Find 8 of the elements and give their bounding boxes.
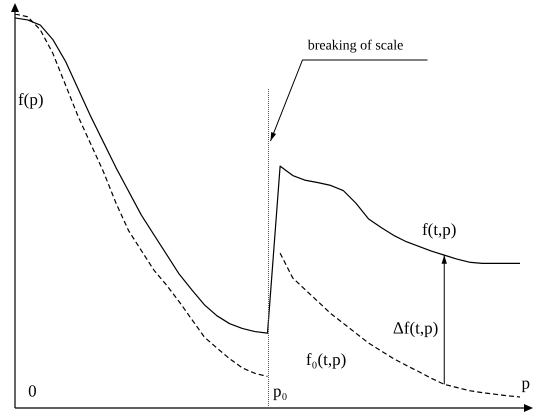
annotation: 0	[28, 382, 37, 401]
x-axis-title: p	[522, 373, 530, 392]
annotation: f(t,p)	[422, 220, 456, 240]
annotation: f(p)	[18, 90, 44, 110]
annotation: p₀	[273, 382, 288, 401]
annotation: Δf(t,p)	[392, 318, 438, 338]
annotation: breaking of scale	[308, 38, 404, 54]
annotation: f₀(t,p)	[306, 350, 346, 370]
